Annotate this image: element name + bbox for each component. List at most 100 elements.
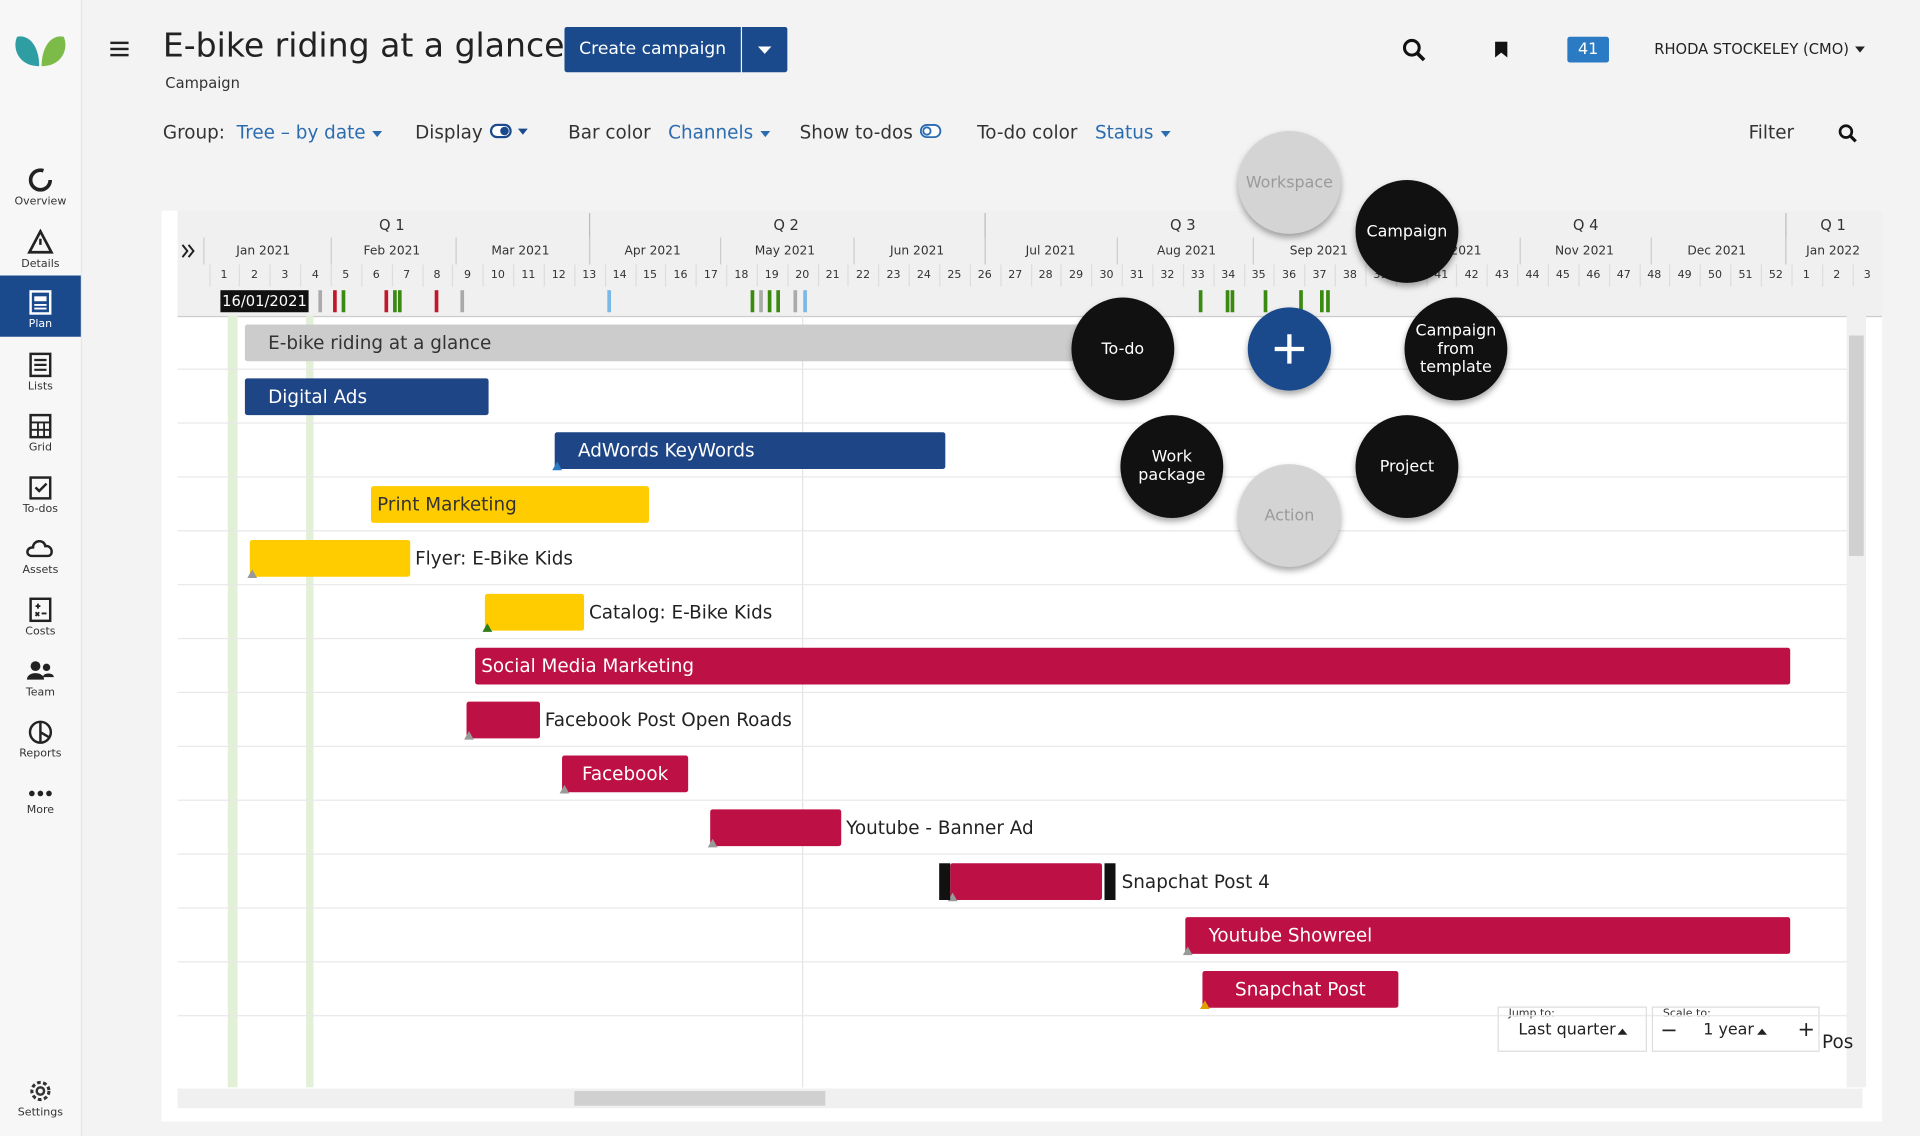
week-divider	[574, 264, 576, 287]
bookmark-icon[interactable]	[1494, 41, 1509, 59]
bar-start-marker	[707, 838, 718, 848]
v-scrollbar[interactable]	[1846, 315, 1867, 1088]
bar-start-marker	[947, 892, 958, 902]
gantt-bar[interactable]	[466, 701, 540, 739]
week-label: 10	[490, 269, 505, 282]
gantt-bar[interactable]	[1202, 971, 1399, 1008]
nav-item[interactable]: Details	[0, 228, 81, 271]
filter-button[interactable]: Filter	[1748, 121, 1795, 144]
row-divider	[177, 476, 1847, 478]
week-divider	[604, 264, 606, 287]
row-divider	[177, 907, 1847, 909]
week-label: 27	[1008, 269, 1023, 282]
create-button[interactable]: Create campaign	[564, 26, 741, 73]
row-divider	[177, 584, 1847, 586]
nav-item[interactable]: Reports	[0, 719, 81, 760]
month-label: Jul 2021	[1025, 244, 1076, 259]
add-menu-item[interactable]: Campaign from template	[1404, 297, 1508, 401]
nav-item[interactable]: Grid	[0, 413, 81, 454]
gantt-bar[interactable]	[710, 809, 842, 847]
week-label: 19	[764, 269, 779, 282]
nav-item[interactable]: Assets	[0, 535, 81, 577]
bar-start-marker	[247, 569, 258, 578]
month-label: Jan 2022	[1806, 244, 1861, 259]
bar-start-marker	[1182, 946, 1193, 956]
week-divider	[361, 264, 363, 287]
milestone-tick	[341, 290, 345, 313]
week-divider	[1669, 264, 1671, 287]
gantt-bar[interactable]	[554, 432, 946, 469]
gantt-bar[interactable]	[562, 755, 689, 793]
add-menu-item[interactable]: Workspace	[1237, 131, 1341, 234]
gantt-bar[interactable]	[249, 540, 411, 577]
week-label: 24	[916, 269, 931, 282]
h-scrollbar[interactable]	[177, 1088, 1863, 1109]
gantt-bar[interactable]	[244, 378, 489, 416]
row-divider	[177, 422, 1847, 424]
add-menu-item[interactable]: Campaign	[1355, 180, 1459, 283]
expand-icon[interactable]	[181, 244, 196, 259]
scale-control[interactable]: Scale to: − 1 year +	[1651, 1006, 1820, 1052]
nav-item[interactable]: Lists	[0, 351, 81, 393]
group-select[interactable]: Tree – by date	[236, 121, 366, 144]
bar-label: Snapchat Post 4	[1121, 870, 1270, 893]
show-todos-control[interactable]: Show to-dos	[800, 121, 944, 143]
month-divider	[330, 237, 332, 265]
today-band	[227, 315, 238, 1088]
user-menu[interactable]: RHODA STOCKELEY (CMO)	[1654, 40, 1866, 58]
month-label: Jan 2021	[236, 244, 291, 259]
week-label: 4	[311, 269, 319, 282]
week-label: 50	[1708, 269, 1723, 282]
nav-settings[interactable]: Settings	[0, 1078, 81, 1119]
week-label: 3	[281, 269, 289, 282]
week-divider	[452, 264, 454, 287]
week-label: 51	[1738, 269, 1753, 282]
gantt-bar[interactable]	[484, 593, 585, 631]
bar-start-marker	[482, 623, 493, 632]
gantt-bar[interactable]	[950, 863, 1103, 900]
bar-label: Social Media Marketing	[481, 655, 695, 678]
add-menu-item[interactable]: Project	[1355, 415, 1459, 518]
week-divider	[1213, 264, 1215, 287]
add-menu-item[interactable]: To-do	[1071, 297, 1175, 401]
week-divider	[1547, 264, 1549, 287]
week-divider	[939, 264, 941, 287]
nav-item[interactable]: Overview	[0, 167, 81, 208]
nav-item[interactable]: More	[0, 785, 81, 817]
nav-item[interactable]: Plan	[0, 289, 81, 331]
jump-control[interactable]: Jump to: Last quarter	[1497, 1006, 1647, 1052]
search-icon[interactable]	[1402, 38, 1426, 62]
month-divider	[588, 237, 591, 265]
gantt-bar[interactable]	[475, 647, 1791, 685]
month-label: Aug 2021	[1157, 244, 1217, 259]
bar-start-marker	[552, 461, 563, 471]
plus-button[interactable]	[1247, 307, 1332, 391]
nav-item[interactable]: Costs	[0, 596, 81, 638]
notification-badge[interactable]: 41	[1567, 36, 1609, 63]
user-name: RHODA STOCKELEY (CMO)	[1654, 40, 1850, 58]
gantt-bar[interactable]	[244, 324, 1103, 362]
nav-item[interactable]: To-dos	[0, 474, 81, 516]
bar-color-control[interactable]: Bar color Channels	[568, 121, 771, 143]
week-divider	[1273, 264, 1276, 287]
nav-item[interactable]: Team	[0, 658, 81, 699]
week-label: 16	[673, 269, 688, 282]
week-divider	[543, 264, 545, 287]
menu-icon[interactable]	[110, 40, 130, 57]
add-menu-item[interactable]: Work package	[1120, 415, 1224, 518]
row-divider	[177, 530, 1847, 532]
display-control[interactable]: Display	[415, 121, 530, 143]
week-label: 7	[403, 269, 411, 282]
add-menu-item[interactable]: Action	[1237, 464, 1341, 567]
gantt-bar[interactable]	[371, 486, 649, 523]
week-label: 44	[1525, 269, 1540, 282]
gantt-bar[interactable]	[1185, 917, 1791, 954]
milestone-tick	[460, 290, 464, 313]
bar-label: E-bike riding at a glance	[268, 331, 492, 354]
todo-color-control[interactable]: To-do color Status	[977, 121, 1171, 143]
create-dropdown[interactable]	[742, 26, 788, 73]
week-divider	[969, 264, 971, 287]
month-divider	[853, 237, 855, 265]
week-divider	[482, 264, 484, 287]
filter-search-icon[interactable]	[1838, 124, 1858, 144]
